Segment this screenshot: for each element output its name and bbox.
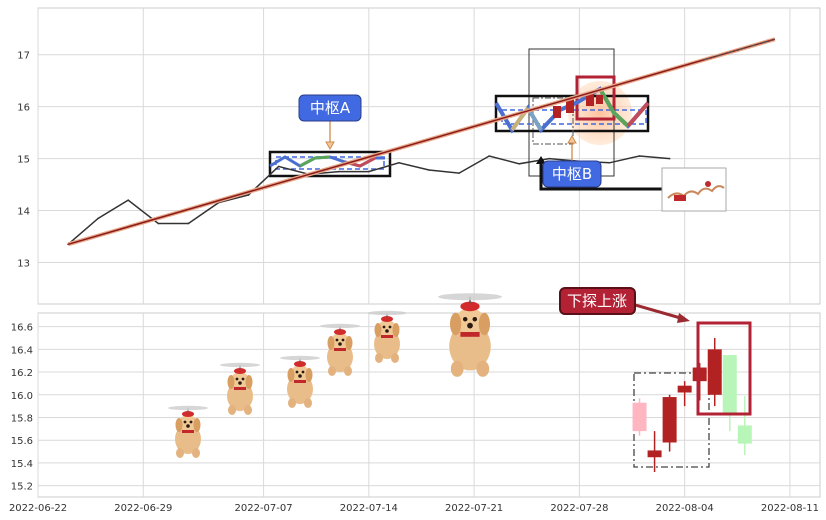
y-tick-label: 16 <box>17 103 30 114</box>
zone-a-annotation-text: 中枢A <box>310 99 351 117</box>
candle-body <box>707 349 722 395</box>
sleigh-icon <box>674 195 686 201</box>
candle-body <box>737 425 752 444</box>
candle-body <box>662 397 677 443</box>
price-panel-y-tick-labels: 13 14 15 16 17 <box>17 51 30 270</box>
zone-b-mini-candle <box>566 99 574 113</box>
zone-b-annotation-arrow-head <box>567 134 577 144</box>
trend-line-extension <box>704 38 776 61</box>
zone-a-annotation-arrow-head <box>325 141 335 151</box>
price-point <box>458 172 460 174</box>
santa-icon <box>705 181 711 187</box>
y-tick-label: 16.6 <box>11 323 33 334</box>
y-tick-label: 14 <box>17 207 30 218</box>
price-point <box>668 157 671 160</box>
price-panel-vgrid <box>37 8 791 304</box>
price-point <box>247 194 250 196</box>
candle-body <box>632 402 647 432</box>
x-tick-label: 2022-07-14 <box>340 503 398 514</box>
x-tick-label: 2022-08-11 <box>761 503 819 514</box>
candle-panel-hgrid <box>38 326 820 487</box>
candle-body <box>722 355 737 416</box>
rise-annotation-arrow-head <box>677 313 690 323</box>
price-point <box>368 170 370 173</box>
price-point <box>518 162 521 165</box>
candles <box>632 337 752 473</box>
zone-a-stroke-green <box>299 155 331 168</box>
candle-panel-x-tick-labels: 2022-06-22 2022-06-29 2022-07-07 2022-07-14… <box>9 503 819 514</box>
x-tick-label: 2022-08-04 <box>656 503 714 514</box>
y-tick-label: 17 <box>17 51 30 62</box>
zone-b-bracket-line <box>539 162 662 191</box>
candle-red-box <box>696 321 752 416</box>
price-point <box>187 222 190 225</box>
candle-panel-y-tick-labels: 15.2 15.4 15.6 15.8 16.0 16.2 16.4 16.6 <box>11 323 33 493</box>
zone-b-mini-candle <box>586 94 594 106</box>
zone-a-annotation: 中枢A <box>298 94 362 151</box>
price-panel-frame <box>37 7 821 305</box>
price-panel: 13 14 15 16 17 <box>17 7 821 305</box>
rise-annotation: 下探上涨 <box>559 287 690 323</box>
trend-line <box>67 38 776 246</box>
price-point <box>157 222 160 225</box>
reindeer-icon <box>667 185 725 199</box>
zone-a-annotation-box <box>298 94 362 122</box>
price-point <box>638 155 641 157</box>
price-point <box>337 170 340 173</box>
zone-b-annotation-text: 中枢B <box>552 165 592 183</box>
price-point <box>608 161 611 164</box>
candle-panel: 15.2 15.4 15.6 15.8 16.0 16.2 16.4 16.6 2022-06… <box>9 287 821 514</box>
rise-annotation-arrow-shaft <box>634 303 685 321</box>
y-tick-label: 15.8 <box>11 413 33 424</box>
price-panel-series <box>67 37 776 247</box>
price-point <box>277 165 280 168</box>
candle-body <box>647 450 662 458</box>
zone-b-dashed-box <box>532 97 574 145</box>
x-tick-label: 2022-06-22 <box>9 503 67 514</box>
zone-b-stroke-green <box>598 87 630 128</box>
y-tick-label: 16.0 <box>11 391 33 402</box>
y-tick-label: 15 <box>17 155 30 166</box>
price-point <box>127 199 130 201</box>
x-tick-label: 2022-07-21 <box>445 503 503 514</box>
y-tick-label: 13 <box>17 258 30 269</box>
zone-b-mini-candle <box>596 95 603 104</box>
price-point <box>488 155 490 157</box>
y-tick-label: 15.2 <box>11 482 33 493</box>
reindeer-sleigh-inset <box>661 167 727 212</box>
price-point <box>398 161 400 164</box>
rise-annotation-box <box>559 287 636 315</box>
price-point <box>428 169 430 171</box>
zone-b-annotation: 中枢B <box>536 134 662 191</box>
candle-body <box>692 367 707 382</box>
y-tick-label: 16.2 <box>11 368 33 379</box>
zone-a <box>268 150 392 178</box>
zone-b-mini-candle <box>553 106 561 118</box>
candle-panel-frame <box>37 312 821 498</box>
y-tick-label: 16.4 <box>11 345 33 356</box>
y-tick-label: 15.6 <box>11 436 33 447</box>
zone-b-stroke-red <box>626 101 650 128</box>
x-tick-label: 2022-07-28 <box>550 503 608 514</box>
rise-annotation-text: 下探上涨 <box>567 292 627 310</box>
x-tick-label: 2022-06-29 <box>114 503 172 514</box>
candle-body <box>677 385 692 393</box>
zone-a-outer-box <box>268 150 392 178</box>
zone-b-annotation-box <box>542 160 602 188</box>
price-point <box>97 217 99 220</box>
zone-b-bracket-arrow <box>536 156 546 164</box>
y-tick-label: 15.4 <box>11 459 33 470</box>
inset-frame <box>661 167 727 212</box>
price-point <box>548 157 551 160</box>
x-tick-label: 2022-07-07 <box>235 503 293 514</box>
